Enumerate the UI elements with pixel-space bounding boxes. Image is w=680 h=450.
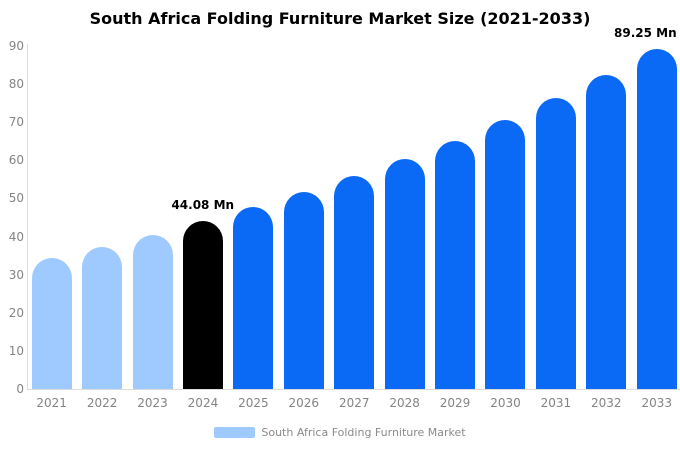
bar-2022[interactable] <box>82 246 123 389</box>
bar-2027[interactable] <box>334 176 375 389</box>
x-tick-label-2032: 2032 <box>591 396 622 410</box>
bar-2026[interactable] <box>283 192 324 389</box>
legend-label: South Africa Folding Furniture Market <box>261 426 466 439</box>
bar-2024[interactable] <box>182 221 223 389</box>
value-label-2033: 89.25 Mn <box>614 25 677 40</box>
value-label-2024: 44.08 Mn <box>171 198 235 212</box>
bar-2023[interactable] <box>132 235 173 389</box>
x-tick-label-2031: 2031 <box>540 396 572 410</box>
y-tick-label-30: 30 <box>8 267 24 282</box>
x-tick-label-2023: 2023 <box>137 396 168 410</box>
legend[interactable]: South Africa Folding Furniture Market <box>0 426 680 439</box>
x-tick-label-2024: 2024 <box>187 396 219 410</box>
bar-2021[interactable] <box>31 258 72 389</box>
bar-2025[interactable] <box>233 207 274 389</box>
x-tick-label-2029: 2029 <box>439 396 471 410</box>
y-tick-label-50: 50 <box>8 191 24 206</box>
bar-2031[interactable] <box>535 98 576 389</box>
y-tick-label-70: 70 <box>8 115 24 130</box>
chart-title: South Africa Folding Furniture Market Si… <box>89 9 591 28</box>
y-tick-label-0: 0 <box>16 382 24 396</box>
x-axis-line <box>27 389 680 390</box>
x-tick-label-2025: 2025 <box>238 396 269 410</box>
bar-2032[interactable] <box>586 74 627 389</box>
x-tick-label-2026: 2026 <box>288 396 320 410</box>
y-tick-label-20: 20 <box>8 305 24 320</box>
x-tick-label-2028: 2028 <box>389 396 420 410</box>
x-tick-label-2033: 2033 <box>641 396 672 410</box>
y-tick-label-10: 10 <box>8 343 24 358</box>
bar-2029[interactable] <box>435 140 476 389</box>
x-tick-label-2021: 2021 <box>36 396 67 410</box>
x-tick-label-2022: 2022 <box>86 396 118 410</box>
x-tick-label-2027: 2027 <box>338 396 370 410</box>
x-tick-label-2030: 2030 <box>490 396 521 410</box>
bar-2028[interactable] <box>384 159 425 389</box>
y-tick-label-80: 80 <box>8 77 24 92</box>
y-tick-label-60: 60 <box>8 153 24 168</box>
y-tick-label-40: 40 <box>8 229 24 244</box>
bar-2030[interactable] <box>485 120 526 389</box>
y-tick-label-90: 90 <box>8 39 24 53</box>
bar-2033[interactable] <box>636 48 677 389</box>
y-axis-line <box>27 44 28 389</box>
legend-swatch <box>214 427 256 438</box>
